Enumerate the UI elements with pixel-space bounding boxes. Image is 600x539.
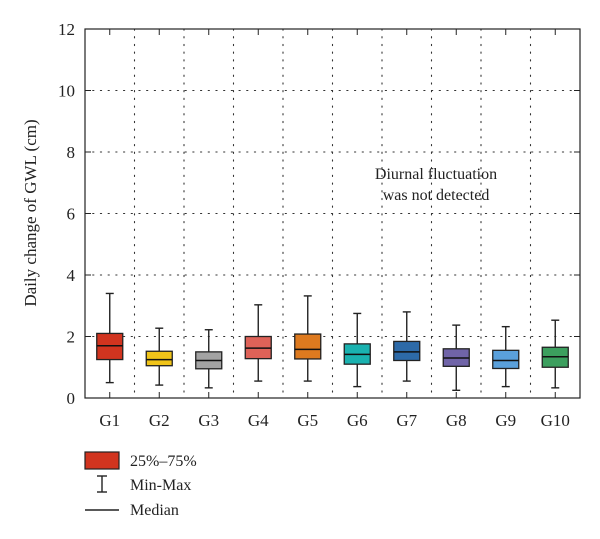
box-G3	[195, 329, 223, 389]
box-series	[96, 292, 569, 392]
y-tick-label: 10	[58, 82, 75, 101]
x-tick-label: G1	[99, 411, 120, 430]
legend-label-box: 25%–75%	[130, 453, 197, 470]
box-G10	[541, 319, 569, 389]
x-tick-label: G10	[541, 411, 570, 430]
y-tick-label: 12	[58, 20, 75, 39]
grid-lines	[84, 28, 581, 399]
y-tick-label: 2	[67, 328, 76, 347]
box-G7	[393, 311, 421, 382]
y-axis-label: Daily change of GWL (cm)	[21, 119, 40, 306]
box-G9	[492, 325, 520, 388]
x-tick-label: G5	[297, 411, 318, 430]
box-G8	[442, 324, 470, 392]
x-tick-label: G3	[198, 411, 219, 430]
box-G2	[145, 327, 173, 386]
y-tick-label: 8	[67, 143, 76, 162]
x-tick-label: G9	[495, 411, 516, 430]
legend-swatch-box	[84, 451, 120, 470]
x-tick-label: G7	[396, 411, 417, 430]
axes: 0 2 4 6 8 10 12 G1 G2 G3 G4 G5 G6 G7 G8 G9 G10	[58, 20, 580, 430]
iqr-box	[492, 349, 520, 370]
legend-label-whisker: Min-Max	[130, 477, 191, 494]
box-G5	[294, 295, 322, 382]
x-tick-label: G2	[149, 411, 170, 430]
annotation-line: Diurnal fluctuation	[375, 166, 497, 183]
iqr-box	[294, 333, 322, 360]
box-G4	[244, 304, 272, 382]
box-G1	[96, 292, 124, 384]
legend-label-median: Median	[130, 502, 179, 519]
y-tick-label: 4	[67, 266, 76, 285]
iqr-box	[145, 350, 173, 367]
x-tick-label: G8	[446, 411, 467, 430]
annotation-line: was not detected	[383, 187, 490, 204]
x-tick-label: G4	[248, 411, 269, 430]
y-tick-label: 6	[67, 205, 76, 224]
legend: 25%–75% Min-Max Median	[84, 451, 197, 519]
annotation-text: Diurnal fluctuation was not detected	[375, 166, 497, 204]
iqr-box	[96, 332, 124, 361]
x-tick-label: G6	[347, 411, 368, 430]
box-G6	[343, 312, 371, 388]
y-tick-label: 0	[67, 389, 76, 408]
iqr-box	[393, 340, 421, 362]
